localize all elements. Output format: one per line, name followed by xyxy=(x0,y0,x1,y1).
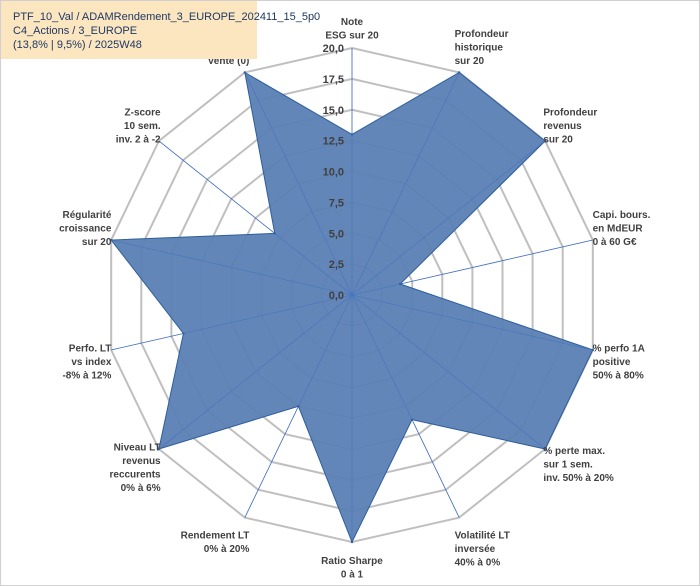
category-label-line: Z-score xyxy=(125,108,162,119)
category-label-line: vs index xyxy=(71,357,111,368)
category-label: % perte max. sur 1 sem. inv. 50% à 20% xyxy=(543,446,614,484)
category-label-line: sur 20 xyxy=(455,56,485,67)
category-label-line: sur 20 xyxy=(543,135,573,146)
category-label-line: Vente (0) xyxy=(208,56,250,67)
title-box: PTF_10_Val / ADAMRendement_3_EUROPE_2024… xyxy=(1,1,321,59)
category-label: Ratio Sharpe 0 à 1 xyxy=(321,556,383,581)
spoke-overlay xyxy=(351,239,593,296)
category-label-line: croissance xyxy=(59,223,112,234)
spoke-overlay xyxy=(111,294,353,351)
category-label: Profondeur historique sur 20 xyxy=(455,29,509,67)
category-label: Régularité croissance sur 20 xyxy=(59,210,112,248)
tick-label: 0,0 xyxy=(329,290,344,302)
radar-series xyxy=(109,48,595,544)
tick-label: 5,0 xyxy=(329,228,344,240)
category-label-line: Régularité xyxy=(62,210,111,221)
category-label-line: % perfo 1A xyxy=(593,344,645,355)
spoke-overlay xyxy=(158,294,353,450)
category-label-line: Profondeur xyxy=(543,108,597,119)
category-label-line: positive xyxy=(593,357,631,368)
category-label: Z-score 10 sem. inv. 2 à -2 xyxy=(116,108,161,146)
category-label: Rendement LT 0% à 20% xyxy=(181,531,250,556)
category-label-line: reccurents xyxy=(109,469,161,480)
category-label: Capi. bours. en MdEUR 0 à 60 G€ xyxy=(593,210,651,248)
category-label-line: revenus xyxy=(122,456,161,467)
title-line-2: C4_Actions / 3_EUROPE xyxy=(13,25,138,37)
category-label-line: % perte max. xyxy=(543,446,605,457)
tick-label: 2,5 xyxy=(329,259,344,271)
category-label-line: 40% à 0% xyxy=(455,558,501,569)
category-label-line: 0 à 60 G€ xyxy=(593,237,637,248)
category-label-line: Niveau LT xyxy=(114,442,161,453)
category-label-line: sur 1 sem. xyxy=(543,459,593,470)
category-label-line: 0 à 1 xyxy=(341,570,364,581)
radial-tick-labels: 0,0 2,5 5,0 7,5 10,0 12,5 15,0 17,5 20,0 xyxy=(323,43,344,302)
tick-label: 10,0 xyxy=(323,167,344,179)
category-label-line: revenus xyxy=(543,121,582,132)
category-label-line: 10 sem. xyxy=(124,121,161,132)
category-label-line: Ratio Sharpe xyxy=(321,556,383,567)
category-label-line: sur 20 xyxy=(82,237,112,248)
category-label-line: inversée xyxy=(455,544,496,555)
category-label-line: Note xyxy=(341,17,364,28)
category-label-line: Perfo. LT xyxy=(69,344,112,355)
category-label-line: en MdEUR xyxy=(593,223,644,234)
category-label-line: Capi. bours. xyxy=(593,210,651,221)
spoke-overlay xyxy=(351,72,460,296)
spoke-overlay xyxy=(351,294,593,351)
spoke-overlay xyxy=(351,294,546,450)
category-label: % perfo 1A positive 50% à 80% xyxy=(593,344,645,382)
tick-label: 15,0 xyxy=(323,105,344,117)
category-label-line: Profondeur xyxy=(455,29,509,40)
spoke-overlay xyxy=(158,140,353,296)
tick-label: 20,0 xyxy=(323,43,344,55)
category-label-line: historique xyxy=(455,42,504,53)
category-label-line: 0% à 6% xyxy=(121,483,161,494)
title-line-1: PTF_10_Val / ADAMRendement_3_EUROPE_2024… xyxy=(13,11,321,23)
category-label-line: 50% à 80% xyxy=(593,371,644,382)
spoke-overlay xyxy=(244,72,353,296)
category-label-line: inv. 2 à -2 xyxy=(116,135,161,146)
category-label-line: Rendement LT xyxy=(181,531,250,542)
category-label-line: -8% à 12% xyxy=(62,371,111,382)
category-label: Note ESG sur 20 xyxy=(325,17,379,42)
category-label: Profondeur revenus sur 20 xyxy=(543,108,597,146)
title-line-3: (13,8% | 9,5%) / 2025W48 xyxy=(13,39,142,51)
category-label-line: Volatilité LT xyxy=(455,531,510,542)
spoke-overlay xyxy=(351,140,546,296)
tick-label: 7,5 xyxy=(329,197,344,209)
category-label: Volatilité LT inversée 40% à 0% xyxy=(455,531,510,569)
category-label-line: inv. 50% à 20% xyxy=(543,473,614,484)
tick-label: 12,5 xyxy=(323,136,344,148)
spoke-overlay xyxy=(244,294,353,518)
spoke-overlay xyxy=(351,294,460,518)
category-label: Niveau LT revenus reccurents 0% à 6% xyxy=(109,442,161,494)
spoke-overlay xyxy=(111,239,353,296)
tick-label: 17,5 xyxy=(323,74,344,86)
category-label-line: 0% à 20% xyxy=(204,544,250,555)
category-label-line: ESG sur 20 xyxy=(325,31,379,42)
category-label: Perfo. LT vs index -8% à 12% xyxy=(62,344,111,382)
